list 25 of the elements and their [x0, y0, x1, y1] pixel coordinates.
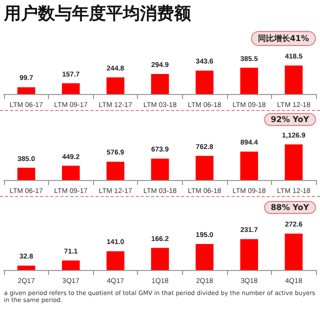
bar: [106, 251, 124, 270]
bar: [17, 87, 36, 94]
bar: [196, 244, 214, 270]
bar: [62, 166, 80, 180]
bar: [151, 248, 169, 270]
bar: [240, 239, 258, 270]
bar: [151, 74, 169, 94]
text: 92% YoY: [264, 113, 316, 126]
bar: [106, 162, 124, 180]
bar: [196, 70, 214, 94]
bar: [284, 144, 303, 180]
bar: [17, 266, 36, 270]
bar: [240, 68, 258, 94]
chart-title: 用户数与年度平均消费额: [4, 3, 191, 25]
bar: [284, 234, 303, 270]
bar: [17, 168, 36, 180]
bar: [284, 66, 303, 94]
bar: [62, 83, 80, 94]
bar: [106, 77, 124, 94]
bar: [151, 158, 169, 180]
bar: [240, 152, 258, 180]
text: 88% YoY: [264, 201, 316, 214]
text: 同比增长41%: [250, 31, 316, 46]
bar: [62, 260, 80, 270]
bar: [196, 156, 214, 180]
